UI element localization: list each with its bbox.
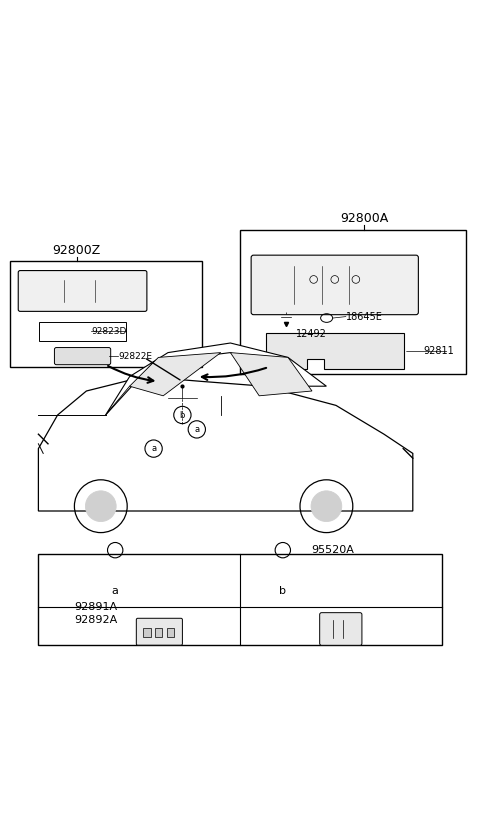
- Text: 92800A: 92800A: [340, 212, 388, 226]
- FancyBboxPatch shape: [136, 618, 182, 645]
- Text: 92800Z: 92800Z: [53, 243, 101, 256]
- Text: b: b: [279, 586, 286, 596]
- FancyBboxPatch shape: [54, 348, 111, 364]
- Bar: [10, 261, 202, 367]
- FancyBboxPatch shape: [18, 271, 147, 311]
- Text: a: a: [194, 425, 199, 434]
- Text: 92811: 92811: [423, 346, 454, 356]
- FancyBboxPatch shape: [251, 255, 419, 315]
- Polygon shape: [38, 377, 413, 511]
- Text: 18645E: 18645E: [346, 311, 383, 321]
- FancyBboxPatch shape: [144, 627, 151, 637]
- Text: a: a: [151, 444, 156, 453]
- Polygon shape: [266, 334, 404, 369]
- Polygon shape: [230, 353, 312, 396]
- Circle shape: [311, 491, 342, 521]
- Bar: [38, 554, 442, 646]
- Text: 95520A: 95520A: [312, 545, 355, 555]
- Text: b: b: [180, 411, 185, 419]
- Text: a: a: [112, 586, 119, 596]
- Text: 12492: 12492: [296, 329, 326, 339]
- Circle shape: [85, 491, 116, 521]
- FancyBboxPatch shape: [320, 613, 362, 645]
- Text: 92823D: 92823D: [91, 326, 127, 335]
- Bar: [240, 230, 466, 374]
- Text: 92891A
92892A: 92891A 92892A: [75, 602, 118, 625]
- Polygon shape: [106, 343, 326, 415]
- Text: 92822E: 92822E: [119, 352, 152, 360]
- FancyBboxPatch shape: [167, 627, 174, 637]
- Bar: [39, 321, 126, 340]
- FancyBboxPatch shape: [155, 627, 162, 637]
- Polygon shape: [130, 353, 221, 396]
